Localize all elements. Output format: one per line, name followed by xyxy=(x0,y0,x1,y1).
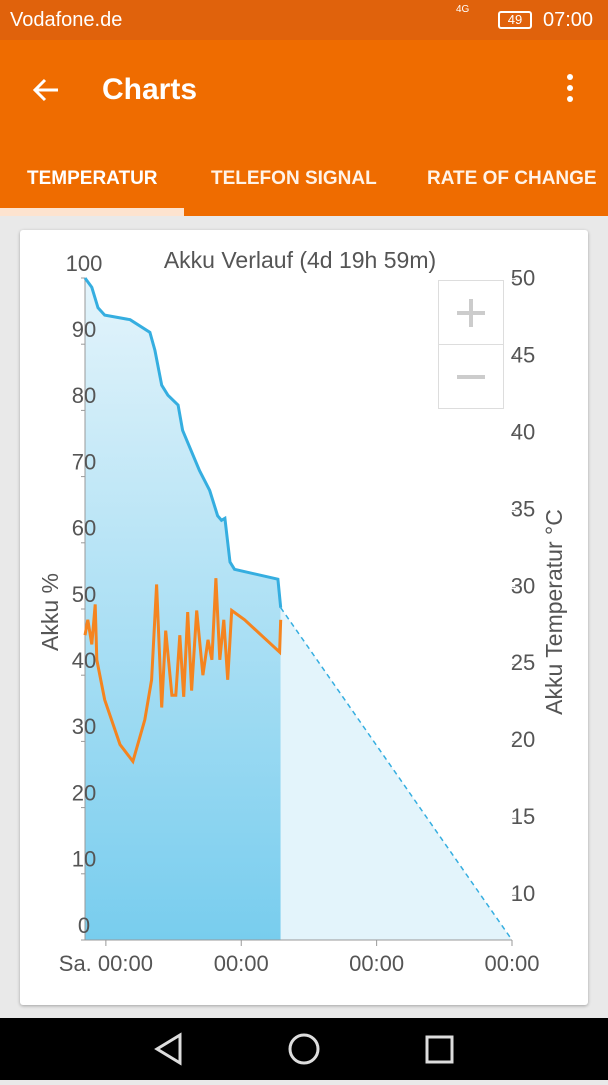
x-tick-label: Sa. 00:00 xyxy=(59,951,153,976)
nav-bar xyxy=(0,1018,608,1080)
y2-tick-label: 30 xyxy=(511,573,535,598)
status-bar: Vodafone.de 4G 49 07:00 xyxy=(0,0,608,40)
tab[interactable]: TEMPERATUR xyxy=(27,168,158,189)
y-tick-label: 50 xyxy=(72,582,96,607)
y-tick-label: 30 xyxy=(72,714,96,739)
home-key[interactable] xyxy=(288,1033,320,1065)
y2-tick-label: 40 xyxy=(511,419,535,444)
tab[interactable]: TELEFON SIGNAL xyxy=(211,168,377,189)
y-tick-label: 60 xyxy=(72,516,96,541)
x-tick-label: 00:00 xyxy=(484,951,539,976)
y-tick-label: 40 xyxy=(72,648,96,673)
area xyxy=(85,278,281,940)
tab[interactable]: RATE OF CHANGE xyxy=(427,168,597,189)
app-bar: Charts xyxy=(0,40,608,140)
back-button[interactable] xyxy=(30,74,62,106)
clock: 07:00 xyxy=(543,9,594,31)
y-tick-label: 100 xyxy=(66,251,103,276)
y2-tick-label: 50 xyxy=(511,265,535,290)
y2-tick-label: 45 xyxy=(511,342,535,367)
tab-indicator xyxy=(0,208,184,216)
app-title: Charts xyxy=(102,73,198,106)
recents-key[interactable] xyxy=(425,1035,454,1064)
line xyxy=(83,277,283,608)
back-key[interactable] xyxy=(154,1032,182,1066)
battery: 49 xyxy=(498,11,532,29)
y2-tick-label: 35 xyxy=(511,496,535,521)
y-tick-label: 70 xyxy=(72,449,96,474)
y2-axis-title: Akku Temperatur °C xyxy=(541,509,567,715)
carrier: Vodafone.de xyxy=(10,9,123,31)
line xyxy=(83,578,283,765)
y-tick-label: 80 xyxy=(72,383,96,408)
tab-bar: TEMPERATUR TELEFON SIGNAL RATE OF CHANGE xyxy=(0,140,608,216)
y2-tick-label: 15 xyxy=(511,804,535,829)
y2-tick-label: 20 xyxy=(511,727,535,752)
y-tick-label: 20 xyxy=(72,780,96,805)
y-axis-title: Akku % xyxy=(37,573,63,651)
network: 4G xyxy=(456,4,470,15)
chart-title: Akku Verlauf (4d 19h 59m) xyxy=(164,247,436,273)
menu-button[interactable] xyxy=(560,72,580,108)
y2-tick-label: 25 xyxy=(511,650,535,675)
line xyxy=(280,607,513,941)
y-tick-label: 90 xyxy=(72,317,96,342)
y-tick-label: 10 xyxy=(72,847,96,872)
zoom-controls xyxy=(438,280,504,409)
x-tick-label: 00:00 xyxy=(214,951,269,976)
chart: Akku Verlauf (4d 19h 59m) Akku % Akku Te… xyxy=(37,247,567,976)
y2-tick-label: 10 xyxy=(511,881,535,906)
x-tick-label: 00:00 xyxy=(349,951,404,976)
y-tick-label: 0 xyxy=(78,913,90,938)
